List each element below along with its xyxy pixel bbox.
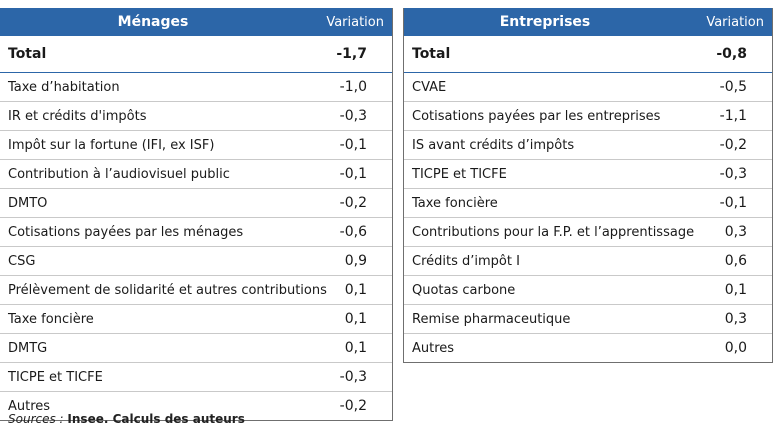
menages-title: Ménages bbox=[117, 14, 189, 30]
row-label: IR et crédits d'impôts bbox=[8, 108, 147, 124]
menages-total-value: -1,7 bbox=[336, 46, 367, 62]
entreprises-title: Entreprises bbox=[499, 14, 591, 30]
row-value: -0,2 bbox=[719, 137, 747, 153]
table-row: Prélèvement de solidarité et autres cont… bbox=[0, 276, 392, 305]
row-value: -0,3 bbox=[339, 369, 367, 385]
row-label: Taxe foncière bbox=[412, 195, 498, 211]
table-row: IS avant crédits d’impôts -0,2 bbox=[404, 131, 772, 160]
row-label: Impôt sur la fortune (IFI, ex ISF) bbox=[8, 137, 215, 153]
row-label: TICPE et TICFE bbox=[8, 369, 103, 385]
row-value: -0,1 bbox=[339, 137, 367, 153]
table-row: DMTG 0,1 bbox=[0, 334, 392, 363]
row-label: Quotas carbone bbox=[412, 282, 516, 298]
menages-total-label: Total bbox=[8, 46, 47, 62]
row-label: DMTO bbox=[8, 195, 48, 211]
row-value: -0,1 bbox=[719, 195, 747, 211]
row-value: 0,9 bbox=[344, 253, 367, 269]
row-value: 0,3 bbox=[724, 224, 747, 240]
row-label: CSG bbox=[8, 253, 36, 269]
table-row: TICPE et TICFE -0,3 bbox=[0, 363, 392, 392]
row-value: -1,0 bbox=[339, 79, 367, 95]
menages-variation-header: Variation bbox=[326, 14, 384, 30]
row-label: TICPE et TICFE bbox=[412, 166, 507, 182]
table-row: Quotas carbone 0,1 bbox=[404, 276, 772, 305]
row-value: 0,0 bbox=[724, 340, 747, 356]
row-value: 0,6 bbox=[724, 253, 747, 269]
row-value: 0,1 bbox=[344, 311, 367, 327]
table-row: Autres -0,2 bbox=[0, 392, 392, 420]
table-row: IR et crédits d'impôts -0,3 bbox=[0, 102, 392, 131]
table-row: Taxe foncière 0,1 bbox=[0, 305, 392, 334]
row-value: -0,1 bbox=[339, 166, 367, 182]
table-row: Cotisations payées par les ménages -0,6 bbox=[0, 218, 392, 247]
entreprises-rows: CVAE -0,5 Cotisations payées par les entr… bbox=[404, 73, 772, 362]
table-row: Impôt sur la fortune (IFI, ex ISF) -0,1 bbox=[0, 131, 392, 160]
source-prefix: Sources : bbox=[8, 412, 64, 426]
row-value: 0,3 bbox=[724, 311, 747, 327]
table-row: Taxe foncière -0,1 bbox=[404, 189, 772, 218]
row-label: Autres bbox=[412, 340, 455, 356]
table-row: DMTO -0,2 bbox=[0, 189, 392, 218]
row-label: Remise pharmaceutique bbox=[412, 311, 571, 327]
menages-table: Ménages Variation Total -1,7 Taxe d’habi… bbox=[0, 8, 393, 421]
row-label: Contribution à l’audiovisuel public bbox=[8, 166, 230, 182]
entreprises-total-value: -0,8 bbox=[716, 46, 747, 62]
row-label: Cotisations payées par les entreprises bbox=[412, 108, 661, 124]
row-label: CVAE bbox=[412, 79, 447, 95]
row-label: Cotisations payées par les ménages bbox=[8, 224, 244, 240]
table-row: CSG 0,9 bbox=[0, 247, 392, 276]
row-value: 0,1 bbox=[344, 282, 367, 298]
row-label: IS avant crédits d’impôts bbox=[412, 137, 575, 153]
row-value: -0,6 bbox=[339, 224, 367, 240]
table-row: CVAE -0,5 bbox=[404, 73, 772, 102]
table-row: TICPE et TICFE -0,3 bbox=[404, 160, 772, 189]
row-value: -0,3 bbox=[719, 166, 747, 182]
entreprises-variation-header: Variation bbox=[706, 14, 764, 30]
row-value: -0,5 bbox=[719, 79, 747, 95]
row-value: -0,3 bbox=[339, 108, 367, 124]
table-row: Autres 0,0 bbox=[404, 334, 772, 362]
row-value: 0,1 bbox=[724, 282, 747, 298]
source-text: Insee. Calculs des auteurs bbox=[67, 412, 245, 426]
row-label: Contributions pour la F.P. et l’apprenti… bbox=[412, 224, 695, 240]
row-value: -1,1 bbox=[719, 108, 747, 124]
source-note: Sources : Insee. Calculs des auteurs bbox=[8, 412, 245, 426]
table-row: Contributions pour la F.P. et l’apprenti… bbox=[404, 218, 772, 247]
entreprises-table: Entreprises Variation Total -0,8 CVAE -0,… bbox=[403, 8, 773, 363]
table-row: Contribution à l’audiovisuel public -0,1 bbox=[0, 160, 392, 189]
table-row: Remise pharmaceutique 0,3 bbox=[404, 305, 772, 334]
row-label: Prélèvement de solidarité et autres cont… bbox=[8, 282, 327, 298]
table-row: Taxe d’habitation -1,0 bbox=[0, 73, 392, 102]
row-value: -0,2 bbox=[339, 195, 367, 211]
menages-total-row: Total -1,7 bbox=[0, 36, 392, 73]
row-label: Taxe foncière bbox=[8, 311, 94, 327]
table-row: Crédits d’impôt I 0,6 bbox=[404, 247, 772, 276]
row-label: Autres bbox=[8, 398, 51, 414]
row-label: Taxe d’habitation bbox=[8, 79, 120, 95]
row-label: DMTG bbox=[8, 340, 48, 356]
row-value: -0,2 bbox=[339, 398, 367, 414]
row-label: Crédits d’impôt I bbox=[412, 253, 520, 269]
table-row: Cotisations payées par les entreprises -1… bbox=[404, 102, 772, 131]
menages-header: Ménages Variation bbox=[0, 8, 392, 36]
entreprises-header: Entreprises Variation bbox=[404, 8, 772, 36]
row-value: 0,1 bbox=[344, 340, 367, 356]
menages-rows: Taxe d’habitation -1,0 IR et crédits d'im… bbox=[0, 73, 392, 420]
entreprises-total-label: Total bbox=[412, 46, 451, 62]
entreprises-total-row: Total -0,8 bbox=[404, 36, 772, 73]
